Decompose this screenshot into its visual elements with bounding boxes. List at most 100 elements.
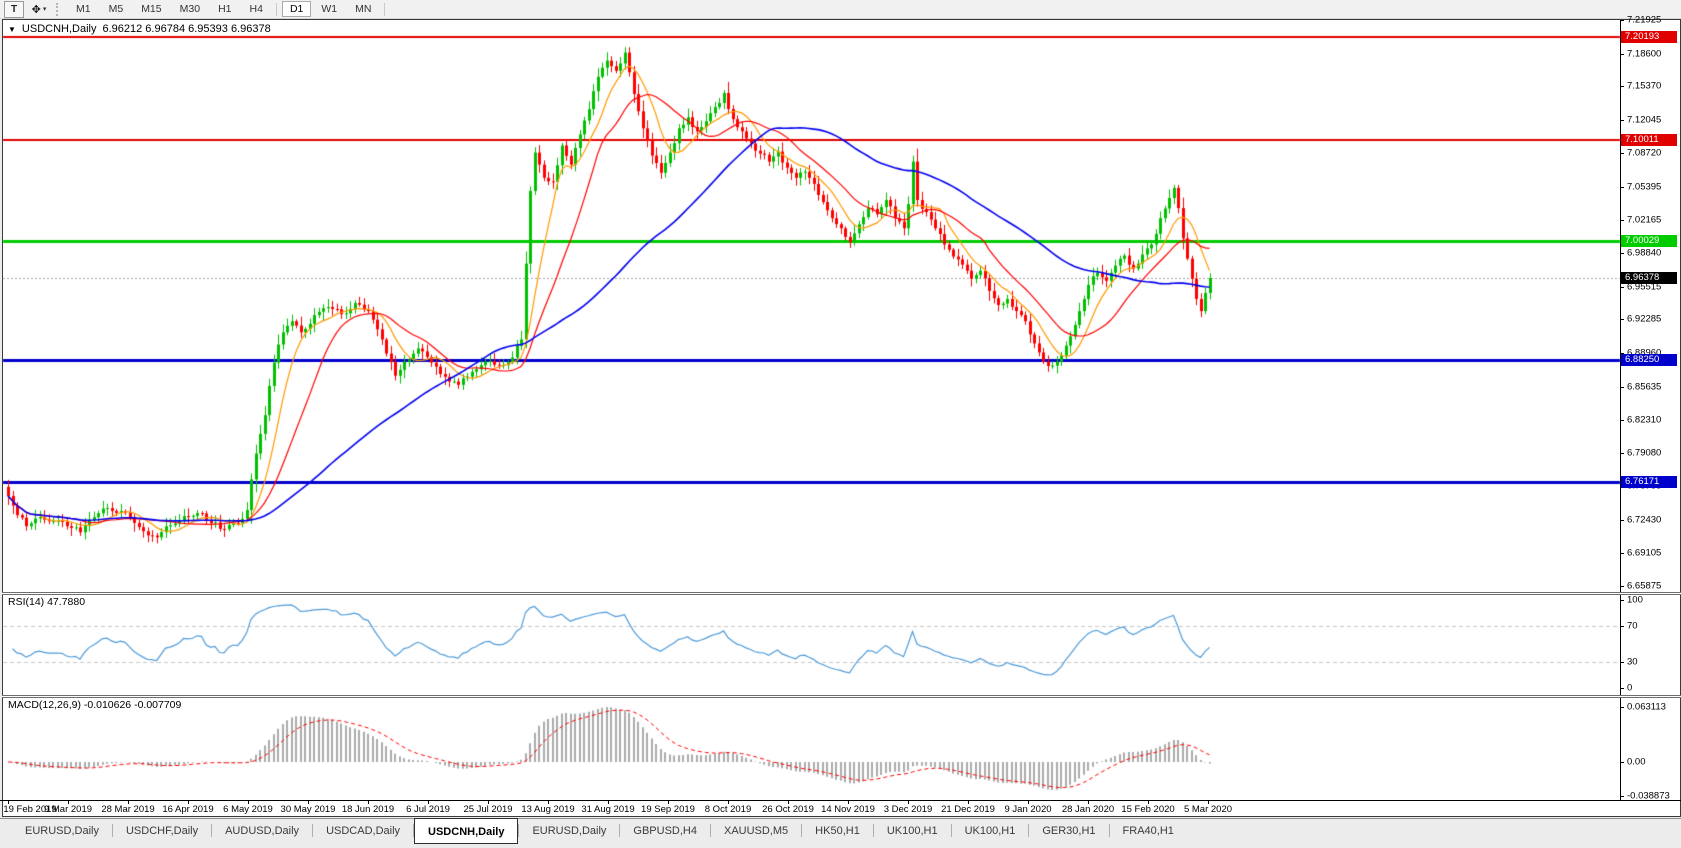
price-axis-tick-label: 6.79080 [1627,447,1662,459]
date-axis-label: 14 Nov 2019 [821,804,875,815]
rsi-axis-tick-label: 100 [1627,594,1643,606]
price-axis-tick-label: 7.02165 [1627,214,1662,226]
rsi-axis-tick-label: 30 [1627,656,1638,668]
price-axis-tick-label: 6.72430 [1627,514,1662,526]
price-axis-tick [1620,420,1624,421]
price-axis-tick [1620,319,1624,320]
chart-tab-usdcnh-daily[interactable]: USDCNH,Daily [414,818,519,844]
price-axis-tick-label: 6.88960 [1627,347,1662,359]
macd-axis-tick [1620,707,1624,708]
date-axis-tick [608,800,609,804]
price-axis-tick [1620,86,1624,87]
rsi-axis-tick [1620,626,1624,627]
macd-axis-tick-label: 0.063113 [1627,701,1666,713]
price-axis-tick-label: 6.92285 [1627,313,1662,325]
panel-divider-rsi[interactable] [2,592,1681,595]
macd-axis-tick [1620,796,1624,797]
date-axis-tick [908,800,909,804]
date-axis-tick [1028,800,1029,804]
price-axis-tick-label: 6.69105 [1627,547,1662,559]
level-price-marker: 6.76171 [1621,476,1677,489]
price-axis-tick [1620,586,1624,587]
level-price-marker: 7.20193 [1621,31,1677,44]
date-axis-tick [8,800,9,804]
symbol-dropdown-icon[interactable]: ▼ [8,24,16,34]
date-axis-label: 9 Mar 2019 [43,804,93,815]
date-axis-label: 3 Dec 2019 [883,804,933,815]
date-axis-label: 13 Aug 2019 [521,804,575,815]
rsi-axis-tick [1620,662,1624,663]
price-axis-tick-label: 7.18600 [1627,48,1662,60]
date-axis-tick [488,800,489,804]
date-axis-tick [188,800,189,804]
price-axis-tick [1620,553,1624,554]
price-axis-tick-label: 6.82310 [1627,414,1662,426]
date-axis-label: 6 Jul 2019 [406,804,450,815]
date-axis-label: 26 Oct 2019 [762,804,814,815]
date-axis-tick [848,800,849,804]
level-price-marker: 6.88250 [1621,354,1677,367]
date-axis-label: 28 Mar 2019 [101,804,155,815]
date-axis-label: 31 Aug 2019 [581,804,635,815]
price-axis-tick-label: 7.15370 [1627,80,1662,92]
date-axis-label: 5 Mar 2020 [1183,804,1233,815]
date-axis-tick [728,800,729,804]
date-axis-tick [668,800,669,804]
price-axis-tick [1620,387,1624,388]
chart-symbol-label: USDCNH,Daily [21,23,97,35]
date-axis-label: 8 Oct 2019 [704,804,752,815]
price-axis-tick [1620,353,1624,354]
date-axis-label: 15 Feb 2020 [1121,804,1175,815]
price-axis-tick-label: 7.21925 [1627,14,1662,26]
price-axis-tick [1620,120,1624,121]
date-axis-tick [1088,800,1089,804]
macd-axis-tick-label: 0.00 [1627,756,1646,768]
date-axis-label: 16 Apr 2019 [162,804,214,815]
date-axis-tick [368,800,369,804]
date-axis-label: 25 Jul 2019 [463,804,513,815]
date-axis-tick [788,800,789,804]
price-axis-tick-label: 6.98840 [1627,247,1662,259]
level-price-marker: 7.00029 [1621,235,1677,248]
macd-axis-tick-label: -0.038873 [1627,790,1670,802]
price-axis-tick [1620,153,1624,154]
date-axis-tick [968,800,969,804]
price-axis-line [1620,20,1621,801]
price-axis-tick [1620,220,1624,221]
price-axis-tick [1620,287,1624,288]
price-axis-tick [1620,54,1624,55]
rsi-axis-tick [1620,600,1624,601]
date-axis-tick [428,800,429,804]
date-axis-label: 6 May 2019 [223,804,273,815]
date-axis-tick [68,800,69,804]
date-axis-label: 21 Dec 2019 [941,804,995,815]
price-axis-tick [1620,187,1624,188]
date-axis-tick [1208,800,1209,804]
time-axis-line [0,800,1681,801]
date-axis-tick [548,800,549,804]
price-axis-tick-label: 6.65875 [1627,580,1662,592]
price-axis-tick [1620,453,1624,454]
date-axis-tick [308,800,309,804]
level-price-marker: 7.10011 [1621,134,1677,147]
price-axis-tick-label: 6.85635 [1627,381,1662,392]
macd-indicator-label: MACD(12,26,9) -0.010626 -0.007709 [8,699,182,711]
date-axis-label: 30 May 2019 [280,804,336,815]
panel-divider-macd[interactable] [2,695,1681,698]
price-axis-tick [1620,20,1624,21]
date-axis-label: 19 Feb 2019 [3,804,57,815]
chart-header: ▼ USDCNH,Daily 6.96212 6.96784 6.95393 6… [8,23,271,35]
macd-axis-tick [1620,762,1624,763]
current-price-marker: 6.96378 [1621,272,1677,284]
rsi-axis-tick [1620,688,1624,689]
date-axis-label: 19 Sep 2019 [641,804,695,815]
price-axis-tick-label: 6.95515 [1627,281,1662,293]
date-axis-label: 28 Jan 2020 [1061,804,1115,815]
date-axis-tick [128,800,129,804]
date-axis-label: 9 Jan 2020 [1004,804,1052,815]
date-axis-tick [248,800,249,804]
date-axis-label: 18 Jun 2019 [341,804,395,815]
price-axis-tick-label: 7.12045 [1627,114,1662,126]
